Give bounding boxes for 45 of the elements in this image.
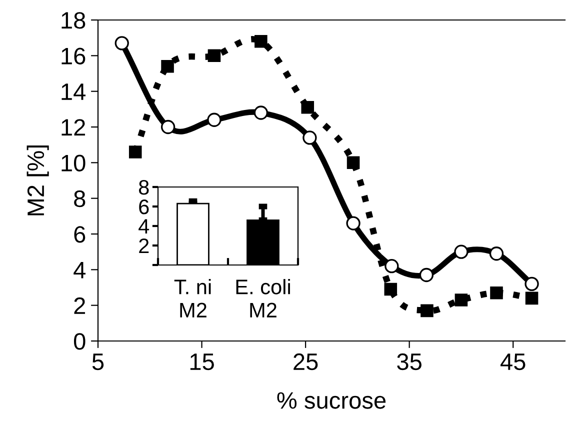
point (384, 259, 399, 274)
point (254, 35, 268, 48)
point (301, 100, 314, 114)
y-tick-label: 2 (74, 297, 86, 314)
point (524, 276, 539, 292)
point (489, 246, 504, 261)
y-tick-label: 16 (62, 48, 86, 64)
y-tick-label: 4 (74, 262, 86, 278)
point (114, 36, 129, 50)
point (490, 286, 503, 300)
y-tick-label: 6 (139, 200, 149, 214)
x-tick-label: 45 (500, 354, 526, 370)
point (160, 120, 176, 134)
x-tick-label: E. coli M2 (236, 279, 290, 318)
point (302, 130, 317, 145)
point (454, 294, 468, 306)
y-tick-label: 0 (74, 333, 86, 350)
point (128, 146, 142, 158)
y-tick-label: 12 (62, 119, 86, 136)
point (525, 292, 538, 305)
x-tick-label: T. ni M2 (174, 279, 211, 318)
y-tick-label: 8 (138, 180, 149, 195)
point (207, 112, 222, 127)
y-tick-label: 4 (138, 219, 150, 234)
point (420, 304, 434, 318)
x-tick-label: 35 (397, 353, 422, 370)
point (254, 106, 268, 120)
y-tick-label: 6 (74, 226, 86, 243)
y-tick-label: 10 (62, 154, 86, 172)
point (419, 268, 434, 282)
y-tick-label: 2 (139, 238, 149, 254)
point (161, 60, 174, 73)
y-tick-label: 8 (74, 190, 86, 208)
point (346, 156, 360, 170)
y-tick-label: 14 (62, 84, 86, 100)
y-axis-title: M2 [%] (26, 145, 49, 216)
point (346, 216, 360, 230)
point (384, 282, 398, 296)
x-tick-label: 15 (190, 354, 214, 370)
y-tick-label: 18 (62, 12, 86, 29)
x-axis-title: % sucrose (277, 392, 386, 409)
x-tick-label: 25 (294, 353, 318, 370)
point (208, 49, 221, 62)
x-tick-label: 5 (92, 354, 104, 370)
point (454, 244, 468, 259)
